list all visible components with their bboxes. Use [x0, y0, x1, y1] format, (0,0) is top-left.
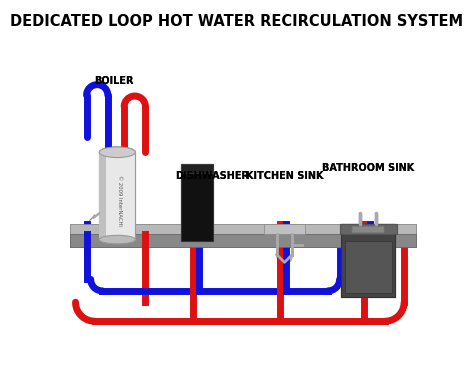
Text: © 2009 InterNACHI: © 2009 InterNACHI: [117, 175, 122, 226]
FancyBboxPatch shape: [345, 241, 392, 293]
Text: BOILER: BOILER: [94, 76, 133, 86]
FancyBboxPatch shape: [264, 224, 305, 234]
Ellipse shape: [99, 147, 136, 158]
FancyBboxPatch shape: [181, 164, 213, 241]
FancyBboxPatch shape: [345, 241, 392, 293]
Polygon shape: [70, 234, 416, 247]
Polygon shape: [70, 234, 416, 247]
Text: KITCHEN SINK: KITCHEN SINK: [246, 171, 323, 181]
FancyBboxPatch shape: [99, 152, 136, 239]
FancyBboxPatch shape: [339, 224, 397, 234]
Text: DEDICATED LOOP HOT WATER RECIRCULATION SYSTEM: DEDICATED LOOP HOT WATER RECIRCULATION S…: [10, 14, 464, 29]
Text: BOILER: BOILER: [94, 76, 133, 86]
Text: KITCHEN SINK: KITCHEN SINK: [246, 171, 323, 181]
Polygon shape: [70, 224, 416, 234]
Polygon shape: [70, 224, 416, 234]
Ellipse shape: [99, 235, 136, 244]
Text: BATHROOM SINK: BATHROOM SINK: [322, 163, 414, 173]
Text: DISHWASHER: DISHWASHER: [175, 171, 249, 181]
Text: © 2009 InterNACHI: © 2009 InterNACHI: [117, 175, 122, 226]
FancyBboxPatch shape: [181, 164, 213, 173]
FancyBboxPatch shape: [339, 224, 397, 234]
FancyBboxPatch shape: [181, 164, 213, 173]
FancyBboxPatch shape: [352, 226, 384, 233]
Text: BATHROOM SINK: BATHROOM SINK: [322, 163, 414, 173]
FancyBboxPatch shape: [181, 164, 213, 241]
FancyBboxPatch shape: [99, 152, 106, 239]
FancyBboxPatch shape: [99, 152, 136, 239]
Text: DISHWASHER: DISHWASHER: [175, 171, 249, 181]
FancyBboxPatch shape: [341, 224, 395, 296]
Ellipse shape: [99, 235, 136, 244]
Ellipse shape: [99, 147, 136, 158]
FancyBboxPatch shape: [341, 224, 395, 296]
FancyBboxPatch shape: [264, 224, 305, 234]
FancyBboxPatch shape: [352, 226, 384, 233]
FancyBboxPatch shape: [99, 152, 106, 239]
